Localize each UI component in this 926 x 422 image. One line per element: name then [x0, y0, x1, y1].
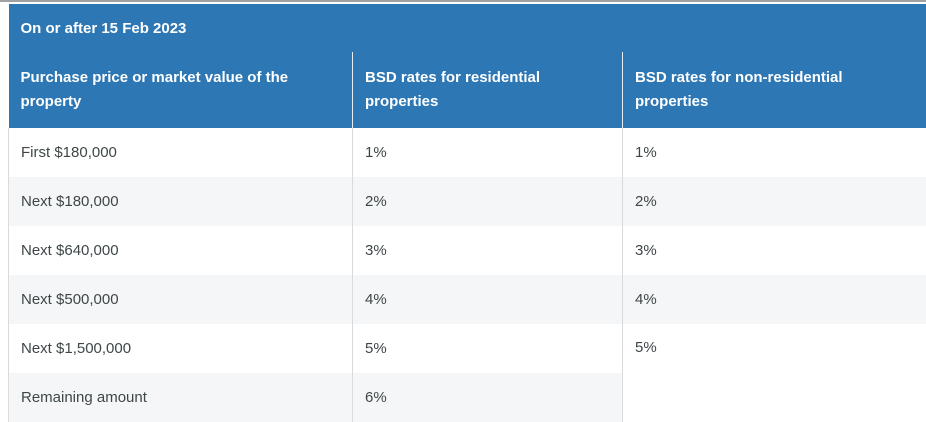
- price-band-cell: First $180,000: [9, 128, 353, 177]
- residential-rate-cell: 4%: [353, 275, 623, 324]
- column-header-non-residential-rates: BSD rates for non-residential properties: [623, 52, 926, 128]
- price-band-cell: Next $640,000: [9, 226, 353, 275]
- column-header-residential-rates: BSD rates for residential properties: [353, 52, 623, 128]
- non-residential-rate-cell: 3%: [623, 226, 926, 275]
- table-title-row: On or after 15 Feb 2023: [9, 4, 926, 52]
- non-residential-rate-cell-merged: 5%: [623, 324, 926, 422]
- table-row: First $180,000 1% 1%: [9, 128, 926, 177]
- price-band-cell: Next $180,000: [9, 177, 353, 226]
- non-residential-rate-cell: 4%: [623, 275, 926, 324]
- non-residential-rate-cell: 2%: [623, 177, 926, 226]
- residential-rate-cell: 5%: [353, 324, 623, 373]
- table-row: Next $640,000 3% 3%: [9, 226, 926, 275]
- price-band-cell: Next $1,500,000: [9, 324, 353, 373]
- table-row: Next $180,000 2% 2%: [9, 177, 926, 226]
- price-band-cell: Remaining amount: [9, 373, 353, 422]
- residential-rate-cell: 2%: [353, 177, 623, 226]
- column-header-price-band: Purchase price or market value of the pr…: [9, 52, 353, 128]
- bsd-rates-table-container: On or after 15 Feb 2023 Purchase price o…: [8, 4, 926, 422]
- bsd-rates-table: On or after 15 Feb 2023 Purchase price o…: [8, 4, 926, 422]
- table-row: Next $1,500,000 5% 5%: [9, 324, 926, 373]
- column-header-row: Purchase price or market value of the pr…: [9, 52, 926, 128]
- non-residential-rate-cell: 1%: [623, 128, 926, 177]
- table-row: Next $500,000 4% 4%: [9, 275, 926, 324]
- price-band-cell: Next $500,000: [9, 275, 353, 324]
- residential-rate-cell: 3%: [353, 226, 623, 275]
- residential-rate-cell: 1%: [353, 128, 623, 177]
- residential-rate-cell: 6%: [353, 373, 623, 422]
- table-title: On or after 15 Feb 2023: [9, 4, 926, 52]
